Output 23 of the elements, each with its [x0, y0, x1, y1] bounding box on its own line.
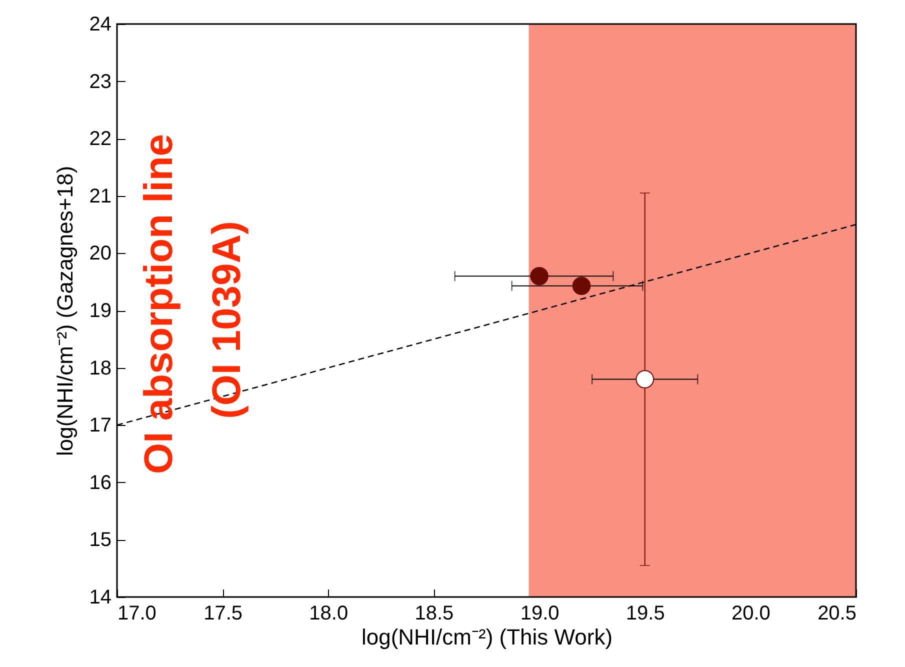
annotation: OI absorption line: [137, 134, 181, 474]
x-tick-label: 20.5: [818, 602, 856, 624]
x-axis-title: log(NHI/cm⁻²) (This Work): [361, 624, 613, 650]
y-tick-label: 14: [89, 586, 112, 608]
y-axis-title: log(NHI/cm⁻²) (Gazagnes+18): [52, 166, 78, 456]
y-tick-label: 22: [89, 128, 112, 150]
y-tick-label: 23: [89, 70, 112, 93]
annotation: (OI 1039A): [205, 221, 249, 419]
y-tick-label: 21: [89, 185, 112, 208]
x-tick-label: 18.5: [414, 602, 454, 624]
y-tick-label: 19: [89, 300, 112, 322]
x-tick-label: 17.0: [118, 602, 156, 624]
y-tick-label: 24: [89, 14, 112, 36]
x-tick-label: 20.0: [731, 602, 770, 624]
y-tick-label: 18: [89, 357, 112, 380]
y-tick-label: 15: [89, 529, 112, 552]
x-tick-label: 19.0: [520, 602, 560, 624]
y-tick-label: 16: [89, 472, 112, 494]
y-tick-label: 17: [89, 414, 112, 437]
x-tick-label: 19.5: [626, 602, 665, 624]
y-tick-label: 20: [89, 242, 112, 265]
x-tick-label: 18.0: [309, 602, 348, 624]
x-tick-label: 17.5: [204, 602, 243, 624]
